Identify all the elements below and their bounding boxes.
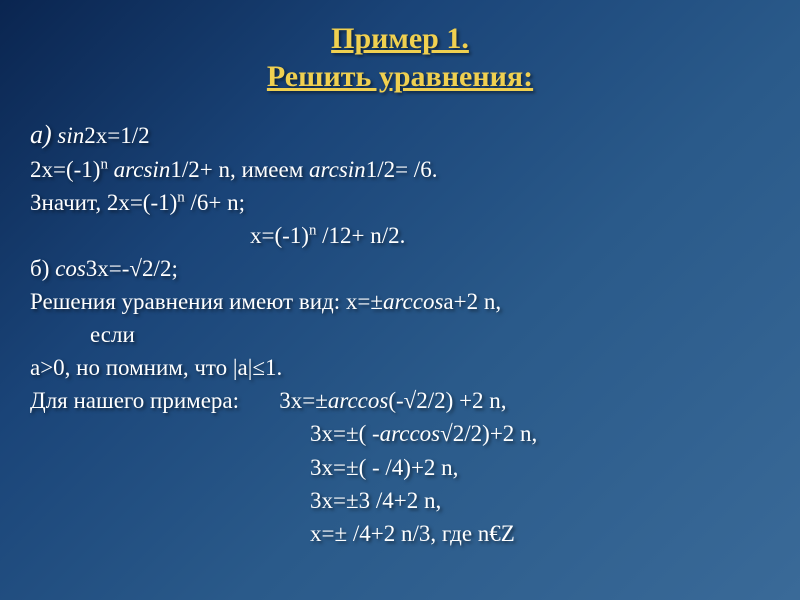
content-line-7: a>0, но помним, что |a|≤1. (30, 352, 770, 383)
slide-content: а) sin2x=1/22x=(-1)n arcsin1/2+ n, имеем… (30, 117, 770, 549)
content-line-11: 3x=±3 /4+2 n, (30, 485, 770, 516)
content-line-10: 3x=±( - /4)+2 n, (30, 452, 770, 483)
title-line2: Решить уравнения: (267, 60, 533, 93)
content-line-0: а) sin2x=1/2 (30, 117, 770, 152)
title-line1: Пример 1. (331, 22, 469, 55)
content-line-12: x=± /4+2 n/3, где n€Z (30, 518, 770, 549)
slide-title: Пример 1. Решить уравнения: (30, 20, 770, 95)
content-line-9: 3x=±( -arccos√2/2)+2 n, (30, 418, 770, 449)
content-line-6: если (30, 319, 770, 350)
content-line-4: б) cos3x=-√2/2; (30, 253, 770, 284)
content-line-5: Решения уравнения имеют вид: x=±arccosa+… (30, 286, 770, 317)
content-line-1: 2x=(-1)n arcsin1/2+ n, имеем arcsin1/2= … (30, 154, 770, 185)
content-line-2: Значит, 2x=(-1)n /6+ n; (30, 187, 770, 218)
content-line-8: Для нашего примера: 3x=±arccos(-√2/2) +2… (30, 385, 770, 416)
content-line-3: x=(-1)n /12+ n/2. (30, 220, 770, 251)
